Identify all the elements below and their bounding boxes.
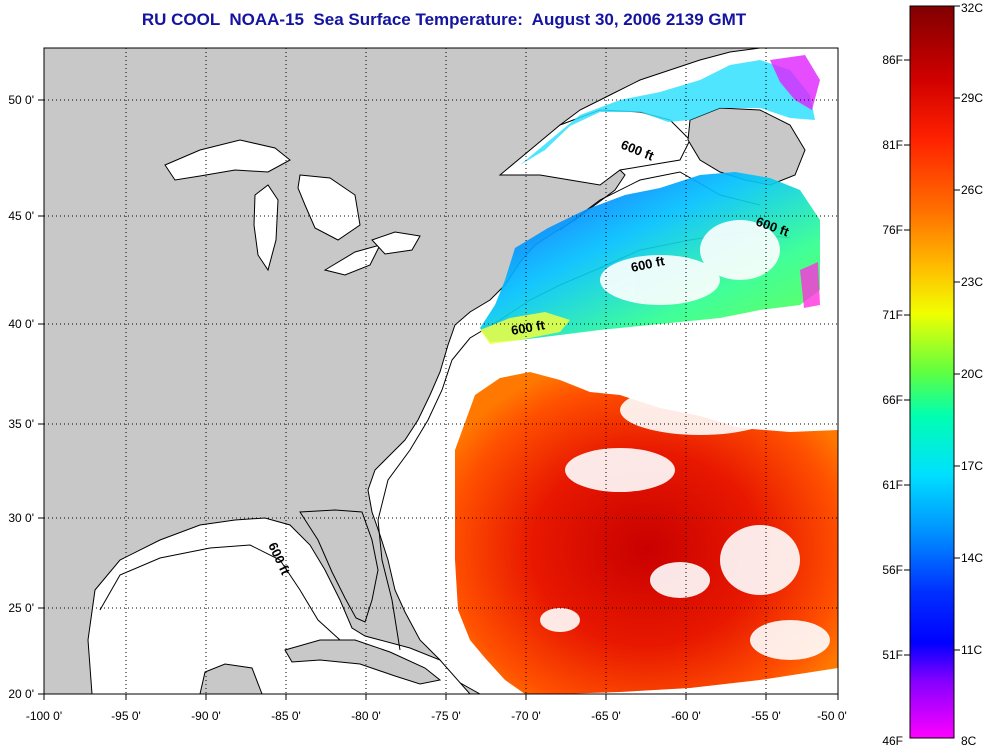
x-tick-label: -95 0' [111,709,141,723]
sst-magenta-patch-2 [800,262,820,308]
yucatan [199,663,263,694]
colorbar-f-label: 76F [882,223,903,237]
y-tick-label: 40 0' [8,317,34,331]
y-tick-label: 20 0' [8,687,34,701]
sst-yellow-band [480,312,570,344]
x-tick-label: -55 0' [751,709,781,723]
x-tick-label: -65 0' [591,709,621,723]
colorbar-f-label: 56F [882,563,903,577]
florida [299,509,379,623]
colorbar-f-label: 46F [882,734,903,748]
colorbar-c-label: 32C [961,1,983,15]
colorbar: 86F 81F 76F 71F 66F 61F 56F 51F 46F 32C … [882,1,983,748]
x-tick-label: -50 0' [817,709,847,723]
colorbar-c-label: 29C [961,91,983,105]
gridlines [44,48,838,694]
contour-label-mid-atlantic: 600 ft [510,317,547,338]
colorbar-f-label: 51F [882,648,903,662]
x-tick-label: -80 0' [351,709,381,723]
x-tick-label: -60 0' [671,709,701,723]
colorbar-f-label: 86F [882,53,903,67]
y-tick-label: 30 0' [8,511,34,525]
colorbar-f-label: 66F [882,393,903,407]
gulf-of-st-lawrence [498,109,691,186]
x-tick-label: -75 0' [431,709,461,723]
map-frame [43,47,839,695]
newfoundland [687,107,806,186]
cloud-cover [540,220,830,660]
colorbar-gradient [909,5,955,739]
y-tick-label: 50 0' [8,93,34,107]
x-axis-labels: -100 0' -95 0' -90 0' -85 0' -80 0' -75 … [26,709,847,723]
colorbar-f-label: 71F [882,308,903,322]
colorbar-c-label: 14C [961,551,983,565]
x-tick-label: -70 0' [511,709,541,723]
colorbar-c-label: 11C [961,643,982,657]
axis-ticks [38,99,839,700]
y-axis-labels: 50 0' 45 0' 40 0' 35 0' 30 0' 25 0' 20 0… [8,93,34,701]
colorbar-c-label: 8C [961,734,977,748]
colorbar-c-label: 17C [961,459,983,473]
y-tick-label: 35 0' [8,417,34,431]
colorbar-c-label: 20C [961,367,983,381]
x-tick-label: -85 0' [271,709,301,723]
colorbar-c-label: 23C [961,275,983,289]
contour-label-scotian-shelf: 600 ft [630,253,667,275]
x-tick-label: -90 0' [191,709,221,723]
map-title: RU COOL NOAA-15 Sea Surface Temperature:… [141,10,747,29]
colorbar-f-label: 81F [882,138,903,152]
cuba [284,639,442,685]
map-plot-area: 600 ft 600 ft 600 ft 600 ft 600 ft [44,48,838,694]
colorbar-f-label: 61F [882,478,903,492]
colorbar-ticks [904,5,960,656]
x-tick-label: -100 0' [26,709,62,723]
sst-magenta-patch [770,55,820,110]
y-tick-label: 25 0' [8,601,34,615]
y-tick-label: 45 0' [8,209,34,223]
sst-gulf-region [520,60,815,165]
colorbar-c-label: 26C [961,183,983,197]
